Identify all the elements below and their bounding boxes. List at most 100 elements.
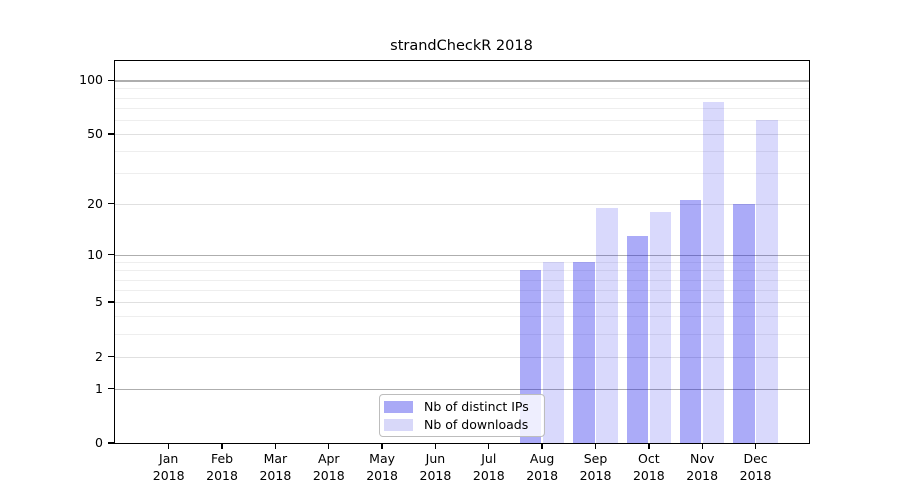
legend-entry-distinct-ips: Nb of distinct IPs — [384, 399, 538, 415]
x-tick-label: Jun 2018 — [408, 451, 462, 484]
x-tick-label: Jul 2018 — [462, 451, 516, 484]
y-tick-mark — [107, 387, 114, 390]
x-tick-mark — [488, 444, 490, 449]
x-tick-mark — [221, 444, 223, 449]
gridline — [113, 133, 810, 135]
x-tick-year: 2018 — [259, 467, 292, 483]
gridline-minor — [113, 173, 810, 175]
gridline — [113, 302, 810, 304]
x-tick-year: 2018 — [312, 467, 345, 483]
gridline-minor — [113, 316, 810, 318]
x-tick-month: Feb — [210, 451, 234, 466]
x-tick-mark — [754, 444, 757, 449]
gridline-minor — [113, 262, 810, 263]
x-tick-month: Nov — [689, 451, 715, 466]
x-tick-year: 2018 — [526, 467, 559, 483]
x-tick-month: Mar — [263, 451, 288, 466]
x-tick-year: 2018 — [366, 467, 398, 483]
y-tick-mark — [107, 133, 114, 135]
gridline-decade — [113, 388, 810, 390]
gridline-minor — [113, 151, 810, 153]
x-tick-year: 2018 — [632, 467, 665, 483]
bar-downloads-nov — [703, 101, 725, 444]
legend-label-distinct-ips: Nb of distinct IPs — [424, 399, 529, 414]
gridline-minor — [113, 334, 810, 336]
x-tick-mark — [701, 444, 703, 449]
x-tick-year: 2018 — [739, 467, 772, 483]
x-tick-month: Aug — [529, 451, 555, 466]
x-tick-year: 2018 — [579, 467, 612, 483]
x-tick-mark — [434, 444, 437, 449]
x-tick-month: Jun — [425, 451, 446, 466]
chart-title: strandCheckR 2018 — [390, 38, 533, 54]
y-tick-label: 5 — [95, 294, 103, 310]
x-tick-year: 2018 — [206, 467, 238, 483]
gridline-minor — [113, 97, 810, 99]
y-tick-label: 1 — [95, 380, 103, 396]
gridline-decade — [113, 254, 810, 256]
bar-distinct-ips-sep — [573, 262, 595, 444]
bar-downloads-oct — [649, 211, 671, 444]
gridline-minor — [113, 119, 810, 121]
x-tick-year: 2018 — [472, 467, 505, 483]
y-tick-mark — [107, 355, 114, 358]
bar-distinct-ips-oct — [626, 235, 648, 444]
bar-downloads-dec — [756, 119, 778, 444]
x-tick-mark — [274, 444, 277, 449]
gridline-minor — [113, 270, 810, 272]
x-tick-label: Apr 2018 — [302, 451, 356, 484]
x-tick-label: Dec 2018 — [729, 451, 783, 484]
x-tick-mark — [168, 444, 170, 449]
x-tick-label: Oct 2018 — [622, 451, 676, 484]
bar-downloads-sep — [596, 207, 618, 444]
y-tick-label: 20 — [87, 195, 103, 211]
legend-entry-downloads: Nb of downloads — [384, 417, 538, 433]
bars-layer — [114, 60, 811, 444]
y-tick-mark — [107, 202, 114, 205]
bar-distinct-ips-dec — [733, 203, 755, 444]
y-tick-mark — [107, 442, 114, 444]
y-tick-label: 2 — [95, 348, 103, 364]
gridline-decade — [113, 80, 810, 82]
x-tick-month: May — [369, 451, 396, 466]
x-tick-mark — [381, 444, 383, 449]
legend-swatch-downloads — [384, 418, 413, 431]
x-tick-mark — [648, 444, 650, 449]
x-tick-label: Sep 2018 — [569, 451, 623, 484]
y-tick-mark — [107, 79, 114, 81]
x-tick-label: Nov 2018 — [675, 451, 729, 484]
gridline-minor — [113, 88, 810, 90]
x-tick-mark — [328, 444, 330, 449]
x-tick-month: Jul — [481, 451, 497, 466]
y-tick-label: 50 — [87, 125, 103, 141]
x-tick-label: Aug 2018 — [515, 451, 569, 484]
legend-swatch-distinct-ips — [384, 400, 413, 413]
y-tick-label: 100 — [79, 72, 103, 88]
x-tick-month: Jan — [159, 451, 179, 466]
x-tick-year: 2018 — [686, 467, 719, 483]
y-tick-mark — [107, 301, 114, 303]
bar-distinct-ips-nov — [680, 200, 702, 444]
x-tick-mark — [594, 444, 597, 449]
x-tick-label: Mar 2018 — [248, 451, 302, 484]
gridline-minor — [113, 107, 810, 109]
x-tick-month: Oct — [638, 451, 660, 466]
x-tick-month: Dec — [743, 451, 768, 466]
x-tick-year: 2018 — [152, 467, 185, 483]
y-tick-mark — [107, 253, 114, 256]
gridline — [113, 356, 810, 358]
x-tick-mark — [541, 444, 543, 449]
gridline-minor — [113, 290, 810, 292]
legend-label-downloads: Nb of downloads — [424, 417, 529, 432]
x-tick-label: Jan 2018 — [142, 451, 196, 484]
bar-downloads-aug — [543, 262, 565, 444]
gridline-minor — [113, 279, 810, 281]
gridline — [113, 203, 810, 205]
y-tick-label: 10 — [87, 246, 103, 262]
x-tick-year: 2018 — [419, 467, 452, 483]
y-tick-label: 0 — [95, 435, 103, 450]
x-tick-label: Feb 2018 — [195, 451, 249, 484]
x-tick-month: Apr — [317, 451, 340, 466]
gridlines-layer — [113, 60, 810, 444]
